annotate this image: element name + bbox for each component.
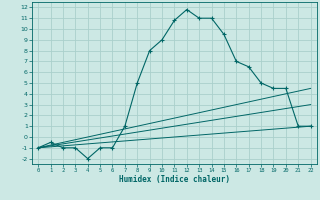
X-axis label: Humidex (Indice chaleur): Humidex (Indice chaleur) bbox=[119, 175, 230, 184]
